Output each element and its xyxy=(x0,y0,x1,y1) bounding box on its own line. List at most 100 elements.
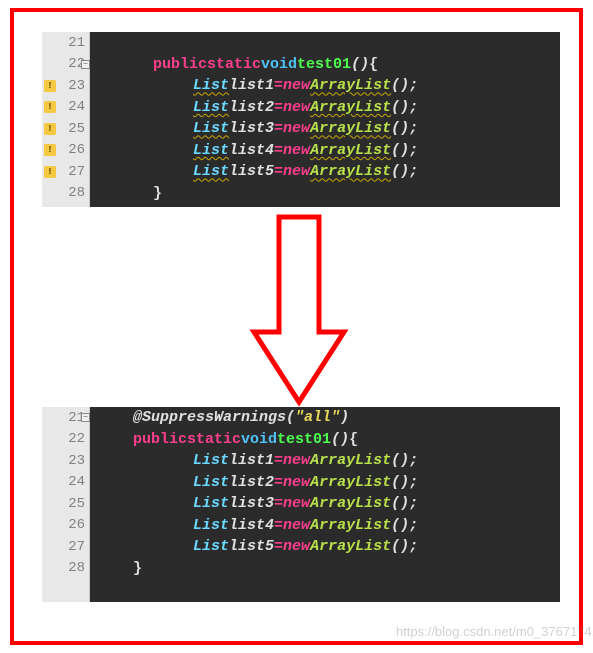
token-semi: ; xyxy=(409,474,418,491)
code-line[interactable]: @SuppressWarnings("all") xyxy=(98,407,560,429)
line-number: 23 xyxy=(68,78,85,94)
warning-icon: ! xyxy=(44,166,56,178)
token-paren: () xyxy=(391,120,409,137)
token-kw-static: static xyxy=(187,431,241,448)
code-line[interactable]: List list2=new ArrayList(); xyxy=(98,97,560,119)
code-line[interactable]: public static void test01(){ xyxy=(98,54,560,76)
token-paren: () xyxy=(391,474,409,491)
token-var: list4 xyxy=(229,517,274,534)
gutter-line: ! 27 xyxy=(42,161,89,183)
line-number: 27 xyxy=(68,164,85,180)
code-area: @SuppressWarnings("all")public static vo… xyxy=(90,407,560,602)
line-number: 24 xyxy=(68,474,85,490)
line-number: 25 xyxy=(68,496,85,512)
token-type-arraylist: ArrayList xyxy=(310,163,391,180)
code-area: public static void test01(){List list1=n… xyxy=(90,32,560,207)
token-eq: = xyxy=(274,495,283,512)
token-eq: = xyxy=(274,163,283,180)
line-number: 25 xyxy=(68,121,85,137)
token-paren: ( xyxy=(286,409,295,426)
token-kw-void: void xyxy=(241,431,277,448)
gutter-line: ! 24 xyxy=(42,97,89,119)
token-str: "all" xyxy=(295,409,340,426)
token-type-arraylist: ArrayList xyxy=(310,99,391,116)
token-kw-static: static xyxy=(207,56,261,73)
line-number: 23 xyxy=(68,453,85,469)
token-eq: = xyxy=(274,99,283,116)
line-number: 22 xyxy=(68,431,85,447)
token-method: test01 xyxy=(297,56,351,73)
gutter: 21 22−! 23 ! 24!25! 26 ! 27 28 xyxy=(42,32,90,207)
token-semi: ; xyxy=(409,517,418,534)
token-paren: () xyxy=(391,538,409,555)
token-type-list: List xyxy=(193,142,229,159)
code-line[interactable]: List list5=new ArrayList(); xyxy=(98,536,560,558)
line-number: 26 xyxy=(68,142,85,158)
token-semi: ; xyxy=(409,163,418,180)
token-paren: () xyxy=(391,452,409,469)
token-type-arraylist-clean: ArrayList xyxy=(310,538,391,555)
warning-icon: ! xyxy=(44,101,56,113)
token-kw-new: new xyxy=(283,120,310,137)
token-eq: = xyxy=(274,538,283,555)
line-number: 28 xyxy=(68,185,85,201)
code-line[interactable]: List list4=new ArrayList(); xyxy=(98,515,560,537)
token-semi: ; xyxy=(409,77,418,94)
token-var: list1 xyxy=(229,452,274,469)
watermark-text: https://blog.csdn.net/m0_37671741 xyxy=(396,624,593,639)
token-semi: ; xyxy=(409,99,418,116)
token-kw-public: public xyxy=(133,431,187,448)
code-line[interactable]: public static void test01(){ xyxy=(98,429,560,451)
code-line[interactable]: List list3=new ArrayList(); xyxy=(98,493,560,515)
token-brace: { xyxy=(349,431,358,448)
gutter-line: 28 xyxy=(42,558,89,580)
code-line[interactable]: List list4=new ArrayList(); xyxy=(98,140,560,162)
token-kw-new: new xyxy=(283,538,310,555)
token-brace: } xyxy=(153,185,162,202)
token-var: list2 xyxy=(229,99,274,116)
token-paren: () xyxy=(391,142,409,159)
code-line[interactable]: List list5=new ArrayList(); xyxy=(98,161,560,183)
code-line[interactable]: } xyxy=(98,558,560,580)
token-paren: () xyxy=(391,495,409,512)
line-number: 21 xyxy=(68,35,85,51)
gutter-line: !25 xyxy=(42,118,89,140)
fold-icon[interactable]: − xyxy=(81,413,90,422)
code-line[interactable]: List list1=new ArrayList(); xyxy=(98,450,560,472)
token-eq: = xyxy=(274,517,283,534)
gutter-line: 22 xyxy=(42,429,89,451)
arrow-down-icon xyxy=(244,212,354,412)
fold-icon[interactable]: − xyxy=(81,60,90,69)
code-line[interactable]: List list1=new ArrayList(); xyxy=(98,75,560,97)
code-editor-before: 21 22−! 23 ! 24!25! 26 ! 27 28 public static voi… xyxy=(42,32,560,207)
code-line[interactable] xyxy=(98,32,560,54)
token-kw-new: new xyxy=(283,452,310,469)
annotation-frame: 2122−!23!24!25!26!2728 public static voi… xyxy=(10,8,583,645)
token-paren: () xyxy=(391,99,409,116)
gutter-line: 22− xyxy=(42,54,89,76)
token-eq: = xyxy=(274,474,283,491)
token-type-list-clean: List xyxy=(193,538,229,555)
code-line[interactable]: List list2=new ArrayList(); xyxy=(98,472,560,494)
token-var: list3 xyxy=(229,120,274,137)
gutter-line: 23 xyxy=(42,450,89,472)
token-eq: = xyxy=(274,452,283,469)
gutter: 21−22232425262728 xyxy=(42,407,90,602)
code-line[interactable]: } xyxy=(98,183,560,205)
token-paren: () xyxy=(391,163,409,180)
token-semi: ; xyxy=(409,142,418,159)
token-paren: () xyxy=(331,431,349,448)
token-type-arraylist: ArrayList xyxy=(310,77,391,94)
token-var: list3 xyxy=(229,495,274,512)
token-semi: ; xyxy=(409,120,418,137)
token-type-arraylist-clean: ArrayList xyxy=(310,474,391,491)
token-semi: ; xyxy=(409,452,418,469)
token-type-list-clean: List xyxy=(193,452,229,469)
code-editor-after: 21−22232425262728 @SuppressWarnings("all… xyxy=(42,407,560,602)
token-type-list-clean: List xyxy=(193,474,229,491)
line-number: 24 xyxy=(68,99,85,115)
token-paren: () xyxy=(391,517,409,534)
code-line[interactable]: List list3=new ArrayList(); xyxy=(98,118,560,140)
token-type-arraylist: ArrayList xyxy=(310,142,391,159)
token-kw-void: void xyxy=(261,56,297,73)
